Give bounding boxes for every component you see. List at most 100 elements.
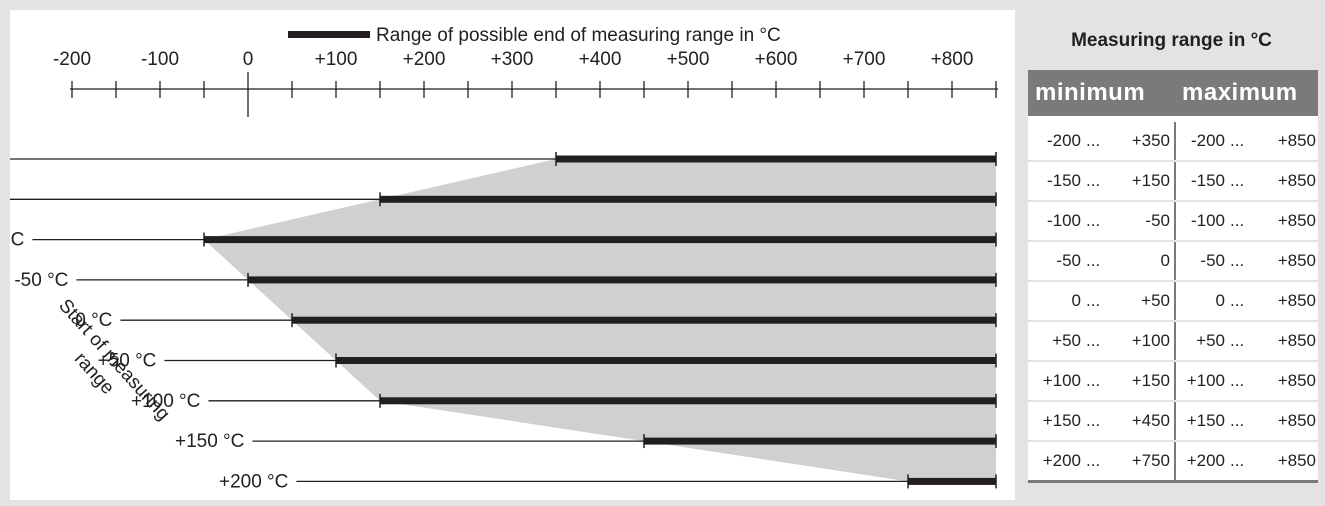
- column-divider: [1174, 162, 1176, 200]
- row-start-label: -100 °C: [10, 230, 24, 251]
- table-row: -50... 0 -50... +850: [1028, 242, 1318, 282]
- minimum-end: +50: [1141, 291, 1170, 310]
- maximum-cell: +100... +850: [1176, 362, 1318, 400]
- minimum-end: +150: [1131, 171, 1170, 190]
- maximum-end: +850: [1277, 211, 1316, 230]
- header-maximum: maximum: [1182, 79, 1298, 106]
- legend-label: Range of possible end of measuring range…: [376, 25, 781, 46]
- end-range-bar: [248, 276, 996, 284]
- table-row: +200... +750 +200... +850: [1028, 442, 1318, 483]
- minimum-start: +100: [1042, 371, 1081, 390]
- row-start-label: +150 °C: [175, 431, 244, 452]
- column-divider: [1174, 242, 1176, 280]
- minimum-end: +450: [1131, 411, 1170, 430]
- end-range-bar: [292, 316, 996, 324]
- maximum-end: +850: [1277, 171, 1316, 190]
- column-divider: [1174, 282, 1176, 320]
- row-start-label: -50 °C: [14, 270, 68, 291]
- maximum-end: +850: [1277, 251, 1316, 270]
- maximum-start: -50: [1200, 251, 1225, 270]
- minimum-end: +350: [1131, 131, 1170, 150]
- column-divider: [1174, 402, 1176, 440]
- range-separator: ...: [1230, 251, 1245, 270]
- maximum-cell: -50... +850: [1176, 242, 1318, 280]
- table-row: 0... +50 0... +850: [1028, 282, 1318, 322]
- minimum-start: -100: [1046, 211, 1081, 230]
- maximum-cell: +200... +850: [1176, 442, 1318, 480]
- table-row: +50... +100 +50... +850: [1028, 322, 1318, 362]
- table-header: minimum maximum: [1028, 70, 1318, 122]
- maximum-cell: 0... +850: [1176, 282, 1318, 320]
- maximum-start: +50: [1196, 331, 1225, 350]
- column-divider: [1174, 122, 1176, 160]
- end-range-bar: [336, 357, 996, 364]
- minimum-start: +200: [1042, 451, 1081, 470]
- axis-tick-label: +800: [931, 49, 974, 70]
- table-row: -100... -50 -100... +850: [1028, 202, 1318, 242]
- table-row: +150... +450 +150... +850: [1028, 402, 1318, 442]
- minimum-cell: +50... +100: [1028, 322, 1174, 360]
- range-separator: ...: [1230, 131, 1245, 150]
- minimum-start: -150: [1046, 171, 1081, 190]
- maximum-end: +850: [1277, 371, 1316, 390]
- range-separator: ...: [1230, 211, 1245, 230]
- axis-tick-label: +200: [403, 49, 446, 70]
- legend-swatch: [288, 31, 370, 38]
- range-separator: ...: [1086, 451, 1101, 470]
- end-range-bar: [644, 437, 996, 445]
- range-separator: ...: [1086, 131, 1101, 150]
- minimum-start: -50: [1056, 251, 1081, 270]
- range-separator: ...: [1230, 331, 1245, 350]
- axis-tick-label: +600: [755, 49, 798, 70]
- minimum-start: -200: [1046, 131, 1081, 150]
- range-chart: Range of possible end of measuring range…: [10, 10, 1015, 500]
- table-title: Measuring range in °C: [1071, 30, 1272, 51]
- column-divider: [1174, 362, 1176, 400]
- minimum-start: 0: [1071, 291, 1081, 310]
- range-separator: ...: [1230, 371, 1245, 390]
- range-chart-svg: Range of possible end of measuring range…: [10, 25, 998, 492]
- column-divider: [1174, 322, 1176, 360]
- maximum-end: +850: [1277, 331, 1316, 350]
- axis-tick-label: 0: [243, 49, 254, 70]
- range-separator: ...: [1086, 411, 1101, 430]
- table-row: -200... +350 -200... +850: [1028, 122, 1318, 162]
- maximum-cell: -100... +850: [1176, 202, 1318, 240]
- range-separator: ...: [1230, 451, 1245, 470]
- maximum-cell: +50... +850: [1176, 322, 1318, 360]
- minimum-end: +750: [1131, 451, 1170, 470]
- maximum-start: +100: [1186, 371, 1225, 390]
- minimum-end: +150: [1131, 371, 1170, 390]
- minimum-cell: +150... +450: [1028, 402, 1174, 440]
- row-start-label: 0 °C: [75, 310, 112, 331]
- end-range-bar: [556, 155, 996, 163]
- axis-tick-label: +400: [579, 49, 622, 70]
- end-range-bar: [204, 236, 996, 244]
- maximum-start: +200: [1186, 451, 1225, 470]
- row-start-label: +50 °C: [98, 351, 157, 372]
- range-separator: ...: [1230, 411, 1245, 430]
- maximum-start: 0: [1215, 291, 1225, 310]
- range-separator: ...: [1230, 291, 1245, 310]
- end-range-bar: [380, 195, 996, 203]
- row-start-label: +200 °C: [219, 471, 288, 492]
- axis-tick-label: -100: [141, 49, 179, 70]
- end-range-bar: [908, 477, 996, 485]
- minimum-end: 0: [1160, 251, 1170, 270]
- axis-tick-label: +100: [315, 49, 358, 70]
- maximum-end: +850: [1277, 131, 1316, 150]
- maximum-end: +850: [1277, 291, 1316, 310]
- minimum-cell: -50... 0: [1028, 242, 1174, 280]
- maximum-cell: +150... +850: [1176, 402, 1318, 440]
- table-body: -200... +350 -200... +850 -150... +150 -150...…: [1028, 122, 1318, 483]
- maximum-end: +850: [1277, 411, 1316, 430]
- maximum-start: -150: [1190, 171, 1225, 190]
- measuring-range-table: Measuring range in °C minimum maximum -2…: [1025, 10, 1325, 506]
- minimum-cell: -200... +350: [1028, 122, 1174, 160]
- maximum-start: -100: [1190, 211, 1225, 230]
- minimum-end: -50: [1145, 211, 1170, 230]
- range-separator: ...: [1086, 251, 1101, 270]
- column-divider: [1174, 442, 1176, 480]
- row-start-label: +100 °C: [131, 391, 200, 412]
- minimum-cell: -100... -50: [1028, 202, 1174, 240]
